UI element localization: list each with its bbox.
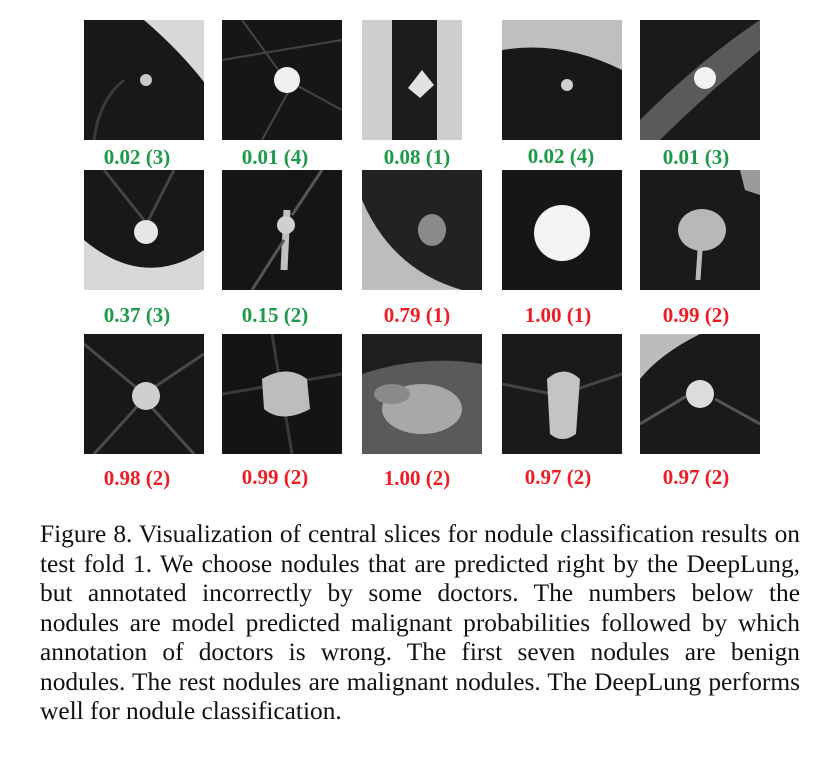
probability-label-1: 0.02 (3) <box>104 147 171 168</box>
probability-label-10: 0.99 (2) <box>663 305 730 326</box>
nodule-image-14 <box>502 334 622 454</box>
nodule-image-4 <box>502 20 622 140</box>
nodule-image-13 <box>362 334 482 454</box>
probability-label-15: 0.97 (2) <box>663 467 730 488</box>
figure-caption: Figure 8. Visualization of central slice… <box>40 520 800 727</box>
nodule-image-2 <box>222 20 342 140</box>
nodule-image-3 <box>362 20 462 140</box>
probability-label-6: 0.37 (3) <box>104 305 171 326</box>
nodule-image-7 <box>222 170 342 290</box>
probability-label-9: 1.00 (1) <box>525 305 592 326</box>
nodule-image-6 <box>84 170 204 290</box>
probability-label-13: 1.00 (2) <box>384 468 451 489</box>
nodule-image-1 <box>84 20 204 140</box>
nodule-image-9 <box>502 170 622 290</box>
probability-label-3: 0.08 (1) <box>384 147 451 168</box>
probability-label-5: 0.01 (3) <box>663 147 730 168</box>
probability-label-14: 0.97 (2) <box>525 467 592 488</box>
nodule-image-10 <box>640 170 760 290</box>
probability-label-4: 0.02 (4) <box>528 146 595 167</box>
probability-label-11: 0.98 (2) <box>104 468 171 489</box>
probability-label-8: 0.79 (1) <box>384 305 451 326</box>
nodule-image-12 <box>222 334 342 454</box>
nodule-image-5 <box>640 20 760 140</box>
probability-label-7: 0.15 (2) <box>242 305 309 326</box>
nodule-image-11 <box>84 334 204 454</box>
nodule-image-8 <box>362 170 482 290</box>
nodule-image-15 <box>640 334 760 454</box>
probability-label-2: 0.01 (4) <box>242 147 309 168</box>
probability-label-12: 0.99 (2) <box>242 467 309 488</box>
